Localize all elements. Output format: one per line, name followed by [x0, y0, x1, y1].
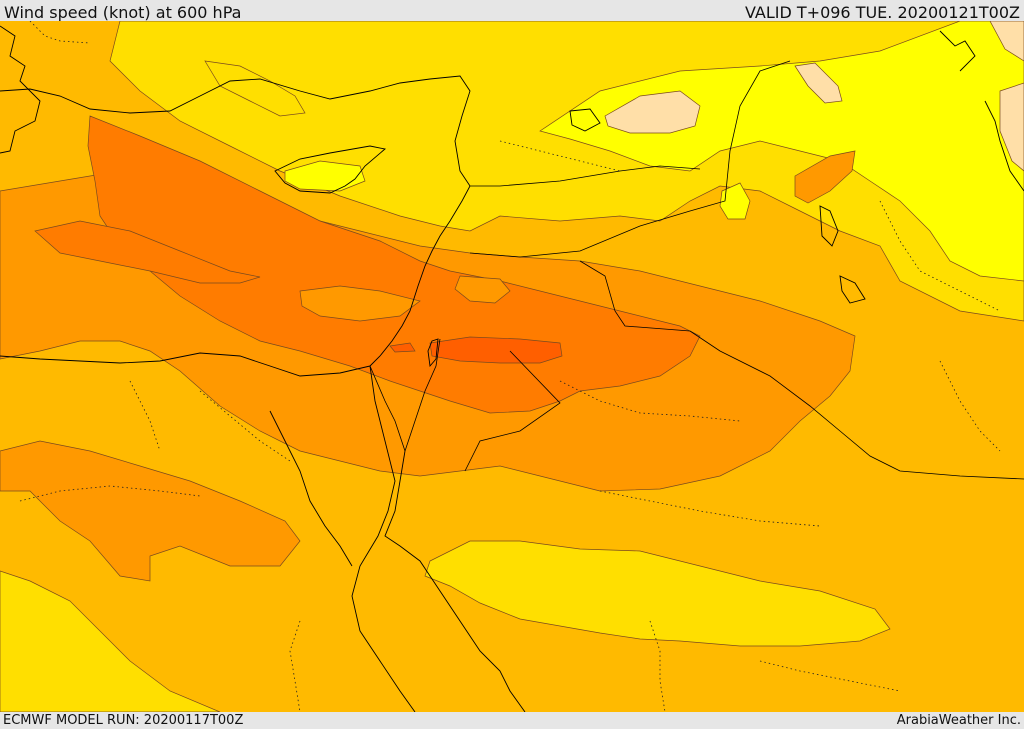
contour-low-isle-1 [719, 182, 751, 220]
border-iraq-saudi [689, 330, 1024, 480]
coast-levant [369, 185, 471, 367]
credit-label: ArabiaWeather Inc. [896, 713, 1021, 728]
admin-border-11 [939, 360, 1001, 452]
contour-very-strong-small [389, 342, 416, 353]
coast-lake-2 [839, 275, 866, 304]
coast-egypt-north [0, 352, 371, 377]
contour-low-south [424, 540, 891, 647]
contour-moderate-high-ne-patch [794, 150, 856, 204]
valid-time-label: VALID T+096 TUE. 20200121T00Z [744, 3, 1020, 22]
border-egypt-israel [369, 365, 406, 452]
admin-border-2 [19, 485, 201, 502]
contour-inner-orange-2 [454, 275, 511, 304]
footer-bar: ECMWF MODEL RUN: 20200117T00Z ArabiaWeat… [0, 712, 1024, 729]
contour-low-isle-2 [204, 60, 306, 117]
model-run-label: ECMWF MODEL RUN: 20200117T00Z [3, 713, 244, 728]
contour-very-strong [429, 336, 563, 364]
contour-calm-2 [794, 62, 843, 104]
admin-border-6 [759, 660, 901, 692]
admin-border-3 [559, 380, 741, 422]
map-title: Wind speed (knot) at 600 hPa [4, 3, 242, 22]
coast-gulf-aqaba [384, 450, 526, 712]
contour-low-southwest [0, 570, 221, 712]
contour-calm-3 [989, 21, 1024, 62]
coast-aegean [0, 25, 41, 154]
border-syria-iraq [469, 60, 791, 258]
coast-turkey-south [0, 75, 471, 187]
header-bar: Wind speed (knot) at 600 hPa VALID T+096… [0, 0, 1024, 22]
admin-borders [19, 21, 1001, 712]
border-turkey-syria [470, 165, 701, 187]
coast-sinai-west [351, 365, 416, 712]
contour-inner-orange [299, 285, 421, 322]
border-jordan-saudi [464, 350, 561, 472]
coast-persian-gulf [984, 100, 1024, 192]
admin-border-1 [199, 390, 291, 462]
wind-speed-map[interactable] [0, 21, 1024, 712]
coast-lake-1 [819, 205, 839, 247]
contour-strong [87, 115, 701, 414]
admin-border-5 [649, 620, 666, 712]
map-canvas [0, 21, 1024, 712]
coast-dead-sea [427, 338, 439, 368]
national-borders [369, 60, 1024, 480]
border-jordan-iraq [579, 260, 691, 332]
coast-gulf-suez [269, 410, 353, 567]
coast-cyprus [274, 145, 386, 194]
admin-border-8 [879, 200, 1001, 312]
admin-border-10 [129, 380, 161, 452]
admin-border-9 [289, 620, 301, 712]
contour-moderate-high-sw [0, 440, 301, 582]
coast-ne-inlet [939, 30, 976, 72]
contour-calm-4 [999, 82, 1024, 172]
contour-calm-1 [604, 90, 701, 134]
coast-lake-3 [569, 108, 601, 132]
contour-very-low-cyprus [284, 160, 366, 192]
contour-very-low-ne [539, 21, 1024, 282]
coastlines [0, 25, 1024, 712]
border-israel-jordan [404, 338, 441, 452]
contour-strong-west-lobe [34, 220, 261, 284]
